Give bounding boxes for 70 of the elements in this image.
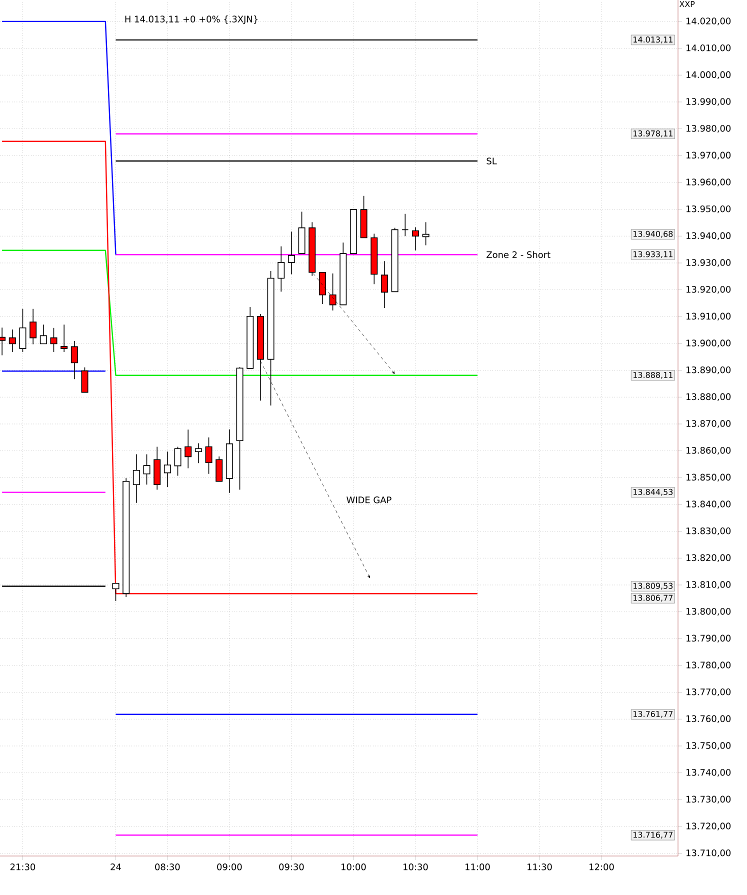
y-tick-label: 13.880,00 — [686, 393, 731, 401]
y-tick-label: 13.990,00 — [686, 98, 731, 106]
y-tick-label: 13.840,00 — [686, 500, 731, 508]
y-tick-label: 13.760,00 — [686, 715, 731, 723]
y-tick-label: 13.710,00 — [686, 849, 731, 858]
y-tick-label: 13.730,00 — [686, 796, 731, 804]
y-tick-label: 13.970,00 — [686, 152, 731, 160]
candlestick — [402, 213, 409, 237]
candlestick — [184, 429, 192, 469]
y-tick-label: 13.920,00 — [686, 286, 731, 294]
y-tick-label: 14.010,00 — [686, 44, 731, 52]
candlestick — [380, 260, 388, 308]
x-tick-label: 24 — [110, 864, 121, 870]
y-tick-label: 13.870,00 — [686, 420, 731, 428]
candlestick — [143, 454, 150, 486]
candlestick — [412, 226, 419, 251]
series-label: Zone 2 - Short — [486, 251, 550, 258]
candlestick — [288, 231, 295, 275]
candlestick — [132, 454, 140, 504]
candlestick — [422, 222, 430, 246]
candlestick — [194, 442, 202, 464]
y-tick-label: 13.830,00 — [686, 527, 731, 536]
y-tick-label: 13.960,00 — [686, 178, 731, 186]
y-tick-label: 14.020,00 — [686, 18, 731, 26]
y-tick-label: 13.800,00 — [686, 608, 731, 616]
y-tick-label: 13.910,00 — [686, 312, 731, 320]
y-tick-label: 13.900,00 — [686, 340, 731, 348]
y-tick-label: 13.860,00 — [686, 446, 731, 455]
candlestick — [0, 327, 6, 356]
y-tick-label: 13.980,00 — [686, 124, 731, 133]
candlestick — [60, 324, 68, 352]
x-tick-label: 09:30 — [279, 864, 304, 870]
candlestick — [19, 308, 26, 352]
candlestick — [40, 324, 47, 344]
y-tick-label: 13.790,00 — [686, 634, 731, 642]
x-tick-label: 08:30 — [155, 864, 180, 870]
candlestick — [8, 329, 16, 352]
x-tick-label: 11:30 — [528, 864, 552, 870]
candlestick — [278, 246, 285, 292]
y-tick-label: 13.950,00 — [686, 205, 731, 214]
y-tick-label: 13.930,00 — [686, 259, 731, 267]
x-tick-label: 09:00 — [217, 864, 242, 870]
y-tick-label: 13.850,00 — [686, 474, 731, 482]
annotation: WIDE GAP — [346, 496, 392, 504]
y-tick-label: 13.890,00 — [686, 366, 731, 374]
candlestick — [174, 446, 182, 476]
candlestick — [205, 436, 212, 474]
y-tick-label: 14.000,00 — [686, 71, 731, 79]
candlestick — [81, 366, 88, 393]
x-tick-label: 11:00 — [466, 864, 490, 870]
x-tick-label: 10:00 — [342, 864, 366, 870]
y-tick-label: 13.720,00 — [686, 822, 731, 830]
candlestick — [50, 328, 58, 352]
y-tick-label: 13.820,00 — [686, 554, 731, 562]
candlestick — [70, 340, 78, 380]
y-tick-label: 13.770,00 — [686, 688, 731, 696]
candlestick — [30, 308, 37, 345]
x-tick-label: 10:30 — [404, 864, 428, 870]
y-tick-label: 13.750,00 — [686, 742, 731, 750]
candlestick — [164, 451, 171, 488]
y-tick-label: 13.810,00 — [686, 581, 731, 589]
y-tick-label: 13.740,00 — [686, 768, 731, 777]
y-tick-label: 13.780,00 — [686, 662, 731, 670]
x-tick-label: 21:30 — [10, 864, 36, 870]
series-label: SL — [486, 158, 497, 164]
x-tick-label: 12:00 — [590, 864, 614, 870]
y-tick-label: 13.940,00 — [686, 232, 731, 240]
text: H 14.013,11 +0 +0% {.3XJN} — [125, 16, 258, 24]
candlestick — [112, 582, 120, 602]
candlestick — [216, 456, 223, 482]
